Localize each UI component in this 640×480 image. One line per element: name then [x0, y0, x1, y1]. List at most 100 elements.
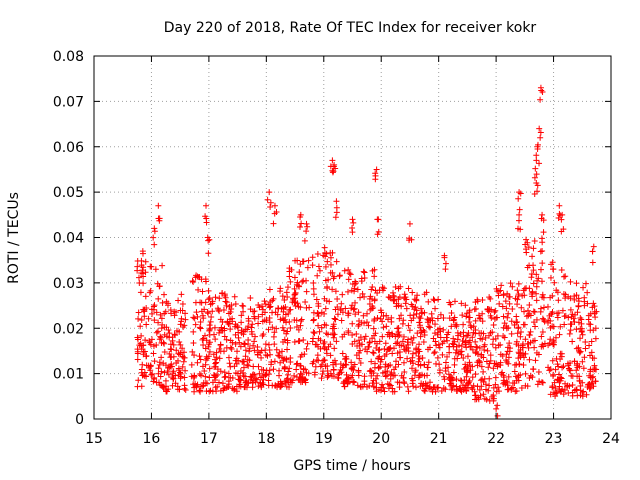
roti-point	[371, 273, 378, 280]
roti-point	[349, 331, 356, 338]
roti-point	[241, 358, 248, 365]
x-tick-label: 24	[602, 431, 620, 447]
roti-point	[565, 389, 572, 396]
roti-point	[315, 357, 322, 364]
y-tick-label: 0.05	[53, 185, 84, 201]
roti-point	[352, 278, 359, 285]
roti-point	[391, 388, 398, 395]
roti-point	[357, 360, 364, 367]
roti-point	[440, 338, 447, 345]
roti-point	[221, 348, 228, 355]
roti-point	[518, 304, 525, 311]
roti-point	[179, 307, 186, 314]
roti-point	[492, 307, 499, 314]
roti-point	[157, 333, 164, 340]
roti-point	[340, 380, 347, 387]
roti-point	[140, 264, 147, 271]
roti-point	[549, 292, 556, 299]
roti-point	[206, 388, 213, 395]
roti-point	[584, 289, 591, 296]
roti-point	[242, 347, 249, 354]
roti-point	[370, 325, 377, 332]
roti-point	[515, 195, 522, 202]
roti-point	[421, 291, 428, 298]
roti-point	[398, 372, 405, 379]
roti-point	[494, 402, 501, 409]
roti-point	[533, 271, 540, 278]
roti-point	[313, 357, 320, 363]
roti-point	[451, 361, 458, 368]
roti-point	[577, 335, 584, 342]
roti-point	[324, 362, 331, 369]
roti-point	[470, 323, 477, 330]
roti-point	[535, 351, 542, 358]
roti-point	[177, 341, 184, 348]
roti-point	[242, 373, 249, 380]
roti-point	[219, 289, 226, 296]
roti-point	[227, 326, 234, 333]
roti-point	[309, 254, 316, 261]
roti-point	[401, 369, 408, 376]
roti-point	[552, 385, 559, 392]
y-tick-label: 0.02	[53, 321, 84, 337]
y-tick-label: 0	[75, 412, 84, 428]
roti-point	[503, 378, 510, 385]
roti-point	[436, 361, 443, 368]
roti-point	[485, 364, 492, 371]
roti-point	[408, 365, 415, 372]
roti-point	[549, 259, 556, 266]
roti-point	[301, 237, 308, 244]
roti-point	[591, 355, 598, 362]
roti-point	[517, 371, 524, 378]
roti-point	[383, 323, 390, 330]
roti-point	[205, 250, 212, 257]
roti-point	[324, 285, 331, 292]
roti-point	[342, 361, 349, 368]
roti-point	[576, 347, 583, 354]
roti-point	[204, 355, 211, 362]
roti-point	[291, 317, 298, 323]
roti-point	[408, 301, 415, 308]
roti-point	[356, 321, 363, 328]
roti-point	[424, 319, 431, 326]
roti-point	[438, 388, 445, 395]
roti-point	[158, 354, 165, 361]
roti-point	[395, 302, 402, 309]
roti-point	[227, 374, 234, 381]
roti-point	[255, 320, 262, 327]
roti-point	[363, 383, 370, 390]
roti-point	[303, 220, 310, 227]
roti-point	[143, 352, 150, 359]
roti-point	[546, 367, 553, 374]
roti-point	[435, 296, 442, 303]
roti-point	[147, 263, 154, 270]
roti-point	[458, 351, 465, 358]
roti-point	[322, 277, 329, 284]
roti-point	[450, 335, 457, 342]
roti-point	[582, 338, 589, 345]
roti-point	[394, 339, 401, 346]
roti-point	[268, 358, 275, 365]
roti-point	[305, 370, 312, 377]
roti-point	[478, 351, 485, 358]
roti-point	[210, 371, 217, 378]
roti-point	[537, 308, 544, 315]
axis-ticks: 15 16 17 18 19 20 21 22 23 24 0 0.01 0.02 0.03 0.04 0.0…	[53, 49, 620, 447]
roti-point	[425, 298, 432, 305]
roti-point	[191, 315, 198, 322]
roti-point	[381, 346, 388, 353]
roti-point	[360, 312, 367, 319]
roti-point	[221, 385, 228, 392]
roti-point	[217, 368, 224, 375]
roti-point	[198, 308, 205, 315]
roti-point	[550, 339, 557, 346]
roti-point	[441, 376, 448, 383]
roti-point	[536, 378, 543, 385]
roti-point	[416, 355, 423, 362]
roti-point	[284, 284, 291, 291]
roti-point	[566, 330, 573, 337]
roti-point	[411, 296, 418, 303]
roti-point	[330, 373, 337, 380]
roti-point	[515, 225, 522, 232]
roti-point	[567, 278, 574, 285]
